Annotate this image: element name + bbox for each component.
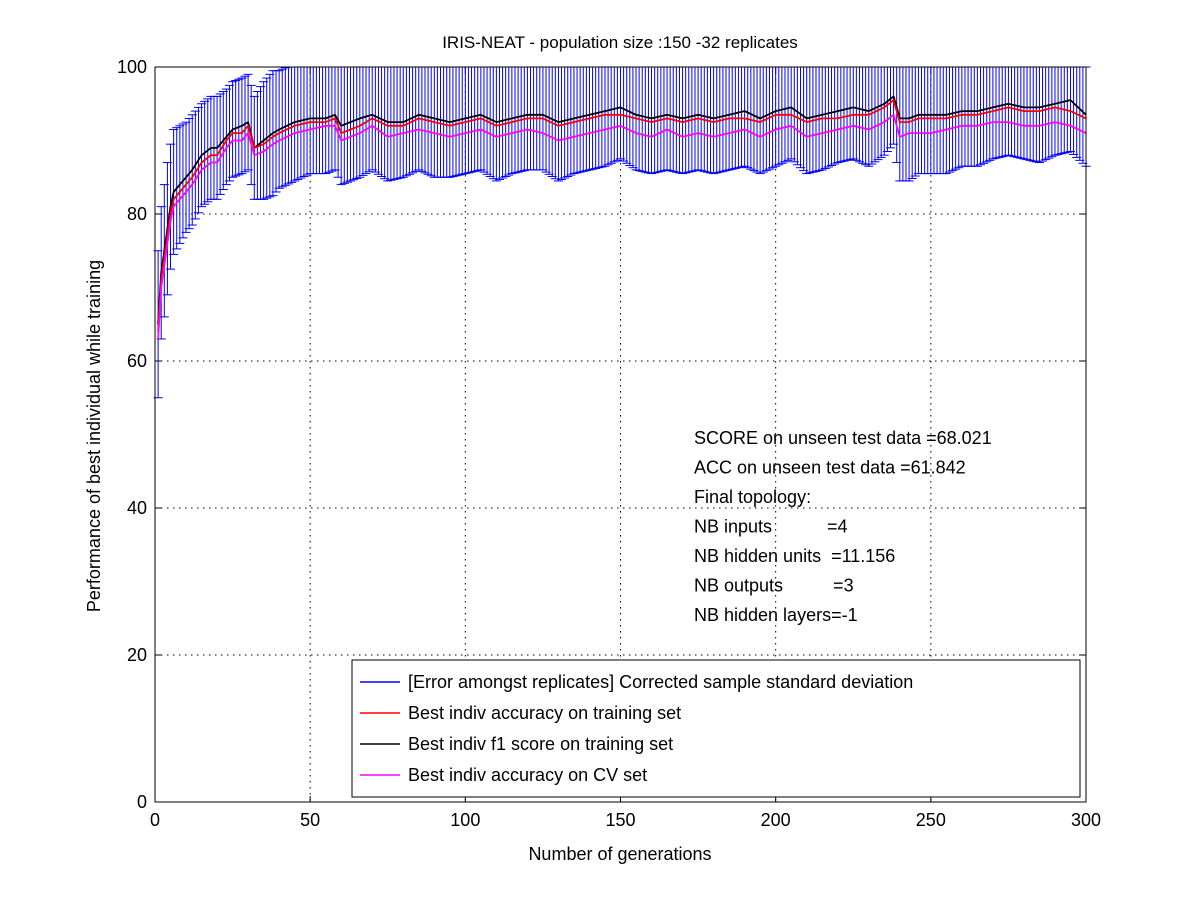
plot-frame — [154, 66, 1087, 803]
y-tick-label: 80 — [127, 204, 147, 224]
annotation-line: NB outputs =3 — [694, 576, 854, 596]
error-bars — [153, 66, 1091, 399]
legend-label: Best indiv accuracy on CV set — [408, 765, 647, 785]
x-tick-label: 200 — [761, 810, 791, 830]
y-axis-label: Performance of best individual while tra… — [84, 260, 104, 612]
series-line-best-indiv-accuracy-on-training-set — [157, 99, 1087, 332]
x-tick-label: 150 — [605, 810, 635, 830]
series-lines — [157, 95, 1087, 339]
annotation-line: NB hidden layers=-1 — [694, 605, 858, 625]
legend-label: Best indiv f1 score on training set — [408, 734, 673, 754]
annotation-line: SCORE on unseen test data =68.021 — [694, 428, 992, 448]
legend-label: Best indiv accuracy on training set — [408, 703, 681, 723]
y-tick-label: 20 — [127, 645, 147, 665]
x-tick-label: 250 — [916, 810, 946, 830]
x-tick-label: 50 — [300, 810, 320, 830]
x-axis-label: Number of generations — [528, 844, 711, 864]
axis-ticks: 0 50 100 150 200 250 300 0 20 40 60 80 100 — [117, 57, 1101, 830]
y-tick-label: 0 — [137, 792, 147, 812]
annotation-line: ACC on unseen test data =61.842 — [694, 458, 966, 478]
series-line-best-indiv-f1-score-on-training-set — [157, 95, 1087, 325]
y-tick-label: 100 — [117, 57, 147, 77]
legend-label: [Error amongst replicates] Corrected sam… — [408, 672, 913, 692]
chart-title: IRIS-NEAT - population size :150 -32 rep… — [442, 33, 798, 52]
legend-box — [351, 659, 1081, 798]
y-tick-label: 60 — [127, 351, 147, 371]
annotation-text: SCORE on unseen test data =68.021 ACC on … — [694, 428, 992, 625]
x-tick-label: 300 — [1071, 810, 1101, 830]
annotation-line: NB hidden units =11.156 — [694, 546, 895, 566]
series-line-best-indiv-accuracy-on-cv-set — [157, 113, 1087, 339]
annotation-line: NB inputs =4 — [694, 517, 848, 537]
y-tick-label: 40 — [127, 498, 147, 518]
x-tick-label: 100 — [450, 810, 480, 830]
x-tick-label: 0 — [150, 810, 160, 830]
legend: [Error amongst replicates] Corrected sam… — [351, 659, 1081, 798]
annotation-line: Final topology: — [694, 487, 811, 507]
